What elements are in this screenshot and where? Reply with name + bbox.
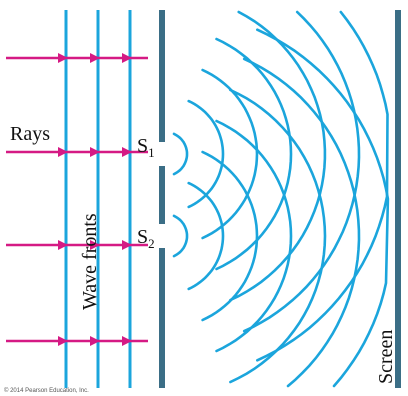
slit1-label-main: S: [137, 135, 148, 157]
slit2-wave-arc: [187, 181, 225, 291]
ray-arrowhead: [122, 53, 132, 63]
slit1-wave-arc: [172, 132, 189, 176]
ray-arrowhead: [58, 240, 68, 250]
ray-arrowhead: [90, 336, 100, 346]
slit1-wave-arc: [242, 10, 361, 333]
ray-arrowhead: [122, 336, 132, 346]
rays: [6, 53, 148, 346]
barrier-segment-top: [159, 10, 165, 142]
slit2-wave-arc: [229, 88, 327, 384]
slit1-wave-arc: [201, 68, 259, 240]
ray-arrowhead: [90, 53, 100, 63]
ray-arrowhead: [122, 240, 132, 250]
slit2-label-subscript: 2: [148, 236, 155, 251]
ray-arrowhead: [58, 53, 68, 63]
slit2-wave-arc: [201, 150, 259, 322]
slit-barrier: [159, 10, 165, 388]
slit2-wave-arc: [256, 28, 390, 388]
slit2-wave-arc: [242, 57, 361, 388]
copyright-text: © 2014 Pearson Education, Inc.: [4, 387, 89, 394]
slit2-label-main: S: [137, 226, 148, 248]
barrier-segment-middle: [159, 166, 165, 224]
ray-arrowhead: [122, 147, 132, 157]
slit2-label: S2: [137, 226, 155, 251]
slit1-wave-arc: [215, 37, 293, 271]
screen-label: Screen: [375, 330, 397, 384]
ray-arrowhead: [58, 336, 68, 346]
incoming-wave-fronts: [64, 10, 132, 388]
slit2-wave-arc: [215, 119, 293, 353]
rays-label: Rays: [10, 123, 50, 145]
slit2-wave-arc: [172, 214, 189, 258]
wave-fronts-label: Wave fronts: [79, 213, 101, 310]
barrier-segment-bottom: [159, 248, 165, 388]
slit1-label: S1: [137, 135, 155, 160]
ray-arrowhead: [90, 240, 100, 250]
slit1-wave-arc: [229, 10, 327, 302]
slit1-label-subscript: 1: [148, 145, 155, 160]
ray-arrowhead: [58, 147, 68, 157]
screen-bar: [395, 10, 401, 388]
slit1-wave-arc: [256, 10, 389, 362]
diffracted-wave-fronts: [172, 10, 390, 388]
ray-arrowhead: [90, 147, 100, 157]
